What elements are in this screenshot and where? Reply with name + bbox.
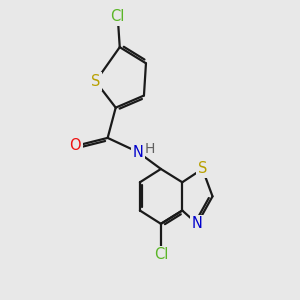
Text: Cl: Cl bbox=[154, 248, 168, 262]
Text: H: H bbox=[145, 142, 155, 156]
Text: N: N bbox=[133, 145, 143, 160]
Text: S: S bbox=[198, 161, 207, 176]
Text: O: O bbox=[70, 139, 81, 154]
Text: N: N bbox=[192, 216, 203, 231]
Text: S: S bbox=[91, 74, 100, 89]
Text: Cl: Cl bbox=[110, 9, 125, 24]
